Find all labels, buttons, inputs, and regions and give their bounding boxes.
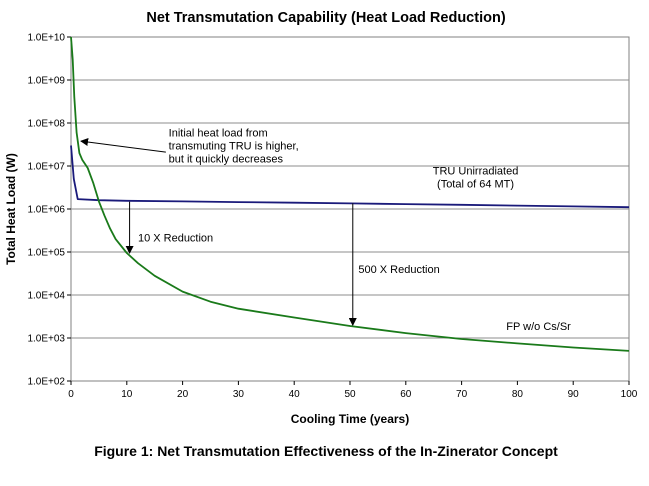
x-tick-label: 40: [289, 389, 301, 400]
x-tick-label: 10: [121, 389, 133, 400]
y-tick-label: 1.0E+08: [27, 119, 65, 130]
x-axis-label: Cooling Time (years): [291, 412, 409, 426]
x-tick-label: 70: [456, 389, 468, 400]
x-tick-label: 80: [512, 389, 524, 400]
y-tick-label: 1.0E+04: [27, 291, 65, 302]
annotation-text: 10 X Reduction: [138, 232, 213, 244]
annotation-text: transmuting TRU is higher,: [169, 140, 299, 152]
annotation-text: 500 X Reduction: [358, 264, 439, 276]
y-axis-label: Total Heat Load (W): [4, 153, 18, 265]
y-tick-label: 1.0E+06: [27, 205, 65, 216]
x-tick-label: 20: [177, 389, 189, 400]
figure-caption: Figure 1: Net Transmutation Effectivenes…: [94, 443, 558, 459]
x-tick-label: 30: [233, 389, 245, 400]
annotation-text: Initial heat load from: [169, 127, 268, 139]
y-tick-label: 1.0E+10: [27, 33, 65, 44]
y-tick-label: 1.0E+07: [27, 162, 65, 173]
chart-title: Net Transmutation Capability (Heat Load …: [146, 10, 505, 26]
y-tick-label: 1.0E+09: [27, 76, 65, 87]
y-tick-label: 1.0E+03: [27, 334, 65, 345]
x-tick-label: 0: [68, 389, 74, 400]
x-tick-label: 50: [344, 389, 356, 400]
annotation-arrow: [80, 138, 166, 153]
y-tick-label: 1.0E+05: [27, 248, 65, 259]
x-tick-label: 100: [621, 389, 638, 400]
annotation-text: TRU Unirradiated: [433, 166, 519, 178]
x-tick-label: 60: [400, 389, 412, 400]
annotation-text: but it quickly decreases: [169, 153, 284, 165]
annotation-text: (Total of 64 MT): [437, 179, 514, 191]
y-tick-label: 1.0E+02: [27, 377, 65, 388]
annotation-text: FP w/o Cs/Sr: [506, 321, 571, 333]
x-tick-label: 90: [568, 389, 580, 400]
series-line-tru-unirradiated: [70, 145, 630, 209]
